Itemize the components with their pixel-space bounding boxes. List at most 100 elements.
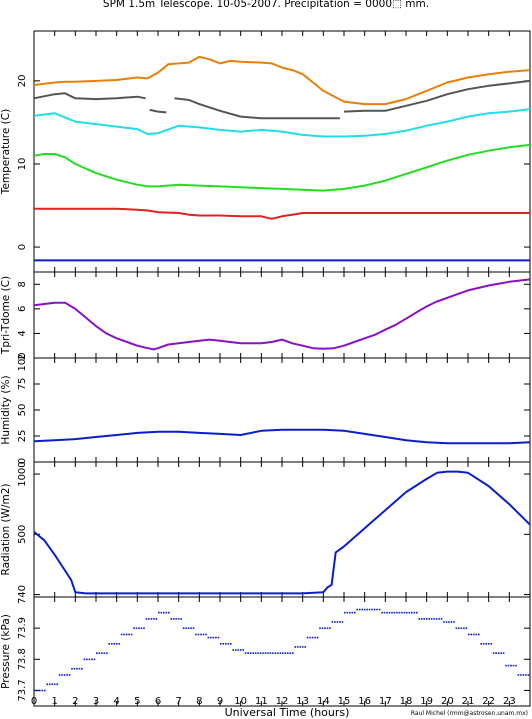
data-point	[172, 618, 175, 620]
panel-radiation: 740 500 1000 Radiation (W/m2)	[0, 461, 531, 604]
data-point	[215, 636, 217, 639]
data-point	[61, 674, 63, 676]
data-point	[185, 627, 187, 630]
data-point	[220, 643, 222, 645]
y-tick-label: 10	[17, 158, 28, 171]
panel-pressure: 73.7 73.8 73.9 Pressure (kPa)	[0, 596, 531, 707]
data-point	[433, 618, 435, 620]
data-point	[44, 689, 46, 692]
data-point	[388, 611, 391, 614]
data-point	[361, 608, 363, 611]
x-tick-labels: 0 1 2 3 4 5 6 7 8 9 10 11 12 13 14 15 16 17 18 19 20 21 22 23	[31, 696, 516, 707]
data-point	[453, 621, 455, 623]
data-point	[133, 627, 135, 630]
x-tick-label: 7	[175, 696, 181, 707]
data-point	[170, 618, 172, 620]
data-point	[130, 633, 133, 636]
data-point	[480, 643, 482, 645]
data-point	[177, 618, 180, 620]
data-point	[329, 627, 331, 630]
panel-tpri-tdome: 2 4 6 8 Tpri-Tdome (C)	[0, 271, 531, 360]
y-tick-label: 100	[17, 352, 28, 371]
data-point	[163, 611, 165, 614]
x-tick-label: 9	[217, 696, 223, 707]
data-point	[525, 674, 527, 676]
series-line-temperature-5	[33, 108, 531, 138]
data-point	[51, 683, 53, 686]
series-line-temperature-4	[343, 79, 531, 113]
data-point	[468, 633, 470, 636]
data-point	[182, 627, 185, 630]
data-point	[396, 611, 398, 614]
y-tick-label: 75	[17, 378, 28, 391]
series-pressure	[34, 608, 530, 692]
data-point	[267, 652, 269, 654]
x-tick-label: 4	[113, 696, 119, 707]
data-point	[430, 618, 433, 620]
data-point	[155, 618, 158, 620]
data-point	[277, 652, 279, 654]
data-point	[81, 667, 83, 670]
x-tick-label: 2	[72, 696, 78, 707]
data-point	[351, 611, 354, 614]
data-point	[408, 611, 411, 614]
x-tick-label: 16	[358, 696, 371, 707]
data-point	[502, 652, 505, 654]
y-axis-label-humidity: Humidity (%)	[0, 375, 12, 444]
data-point	[482, 643, 485, 645]
y-tick-label: 73.7	[17, 679, 28, 701]
data-point	[284, 652, 287, 654]
x-tick-label: 17	[379, 696, 392, 707]
data-point	[128, 633, 130, 636]
data-point	[386, 611, 388, 614]
x-tick-label: 13	[296, 696, 309, 707]
data-point	[470, 633, 473, 636]
data-point	[118, 643, 120, 645]
data-point	[314, 636, 316, 639]
data-point	[272, 652, 274, 654]
panel-temperature: 0 10 20 Temperature (C)	[0, 30, 531, 273]
x-tick-label: 10	[234, 696, 247, 707]
data-point	[71, 667, 73, 670]
data-point	[425, 618, 428, 620]
y-axis-label-tpri-tdome: Tpri-Tdome (C)	[0, 276, 12, 355]
data-point	[143, 627, 145, 630]
data-point	[53, 683, 56, 686]
panel-frame-pressure	[33, 596, 531, 707]
x-tick-label: 1	[51, 696, 57, 707]
data-point	[294, 646, 296, 648]
data-point	[120, 633, 123, 636]
data-point	[319, 627, 321, 630]
data-point	[440, 618, 443, 620]
data-point	[110, 643, 113, 645]
data-point	[234, 649, 237, 651]
data-point	[150, 618, 153, 620]
data-point	[197, 633, 200, 636]
x-tick-label: 12	[276, 696, 289, 707]
data-point	[289, 652, 292, 654]
data-point	[522, 674, 525, 676]
series-line-temperature-1	[33, 92, 146, 101]
y-tick-label: 740	[17, 585, 28, 604]
data-point	[373, 608, 376, 611]
data-point	[321, 627, 324, 630]
data-point	[363, 608, 366, 611]
x-tick-label: 18	[400, 696, 413, 707]
data-point	[86, 658, 88, 661]
x-axis-label: Universal Time (hours)	[225, 706, 350, 719]
data-point	[93, 658, 96, 661]
series-line-humidity-0	[33, 428, 531, 445]
data-point	[145, 618, 148, 620]
data-point	[257, 652, 259, 654]
data-point	[398, 611, 401, 614]
y-axis-label-temperature: Temperature (C)	[0, 109, 12, 195]
data-point	[512, 664, 515, 667]
data-point	[244, 652, 247, 654]
data-point	[460, 627, 463, 630]
series-line-temperature-0	[33, 55, 531, 106]
chart-title: SPM 1.5m Telescope. 10-05-2007. Precipit…	[103, 0, 429, 10]
data-point	[356, 608, 358, 611]
data-point	[492, 652, 495, 654]
data-point	[458, 627, 460, 630]
data-point	[371, 608, 373, 611]
